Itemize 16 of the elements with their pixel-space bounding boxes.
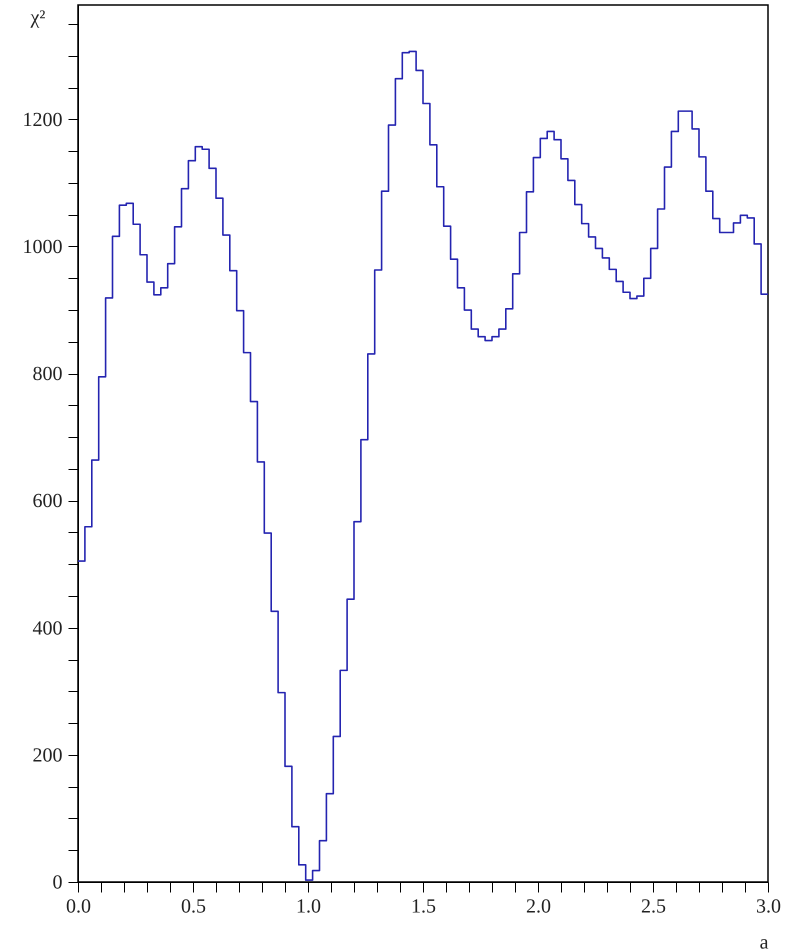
y-tick-label: 800 xyxy=(32,363,62,386)
x-tick-label: 1.5 xyxy=(411,896,436,918)
x-axis-title: a xyxy=(760,932,769,952)
x-tick-label: 0.5 xyxy=(181,896,206,918)
y-tick-label: 1000 xyxy=(22,236,62,258)
y-tick-label: 1200 xyxy=(22,108,62,131)
y-tick-label: 600 xyxy=(32,490,62,512)
y-tick-label: 200 xyxy=(32,744,62,766)
x-tick-label: 2.5 xyxy=(641,896,666,918)
y-tick-label: 0 xyxy=(52,872,62,894)
x-tick-label: 3.0 xyxy=(756,896,781,918)
x-tick-label: 1.0 xyxy=(296,896,321,918)
x-tick-label: 2.0 xyxy=(526,896,551,918)
x-tick-label: 0.0 xyxy=(66,896,91,918)
y-tick-label: 400 xyxy=(32,617,62,640)
y-axis-title: χ² xyxy=(30,6,46,28)
